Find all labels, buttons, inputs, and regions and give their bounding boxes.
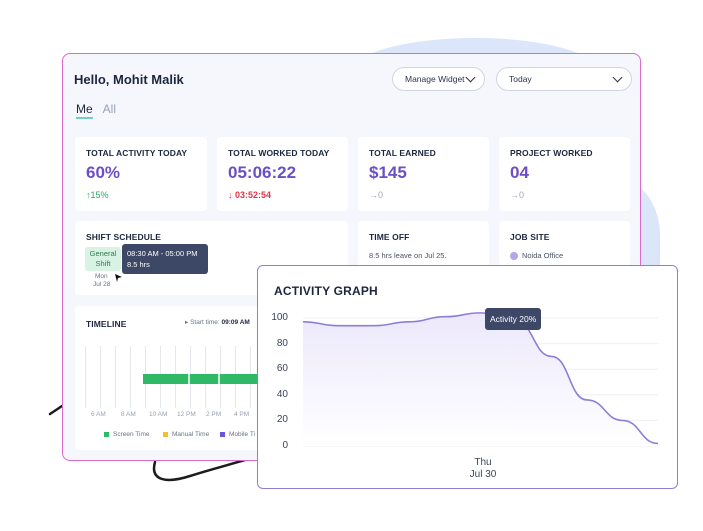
- manage-widget-label: Manage Widget: [405, 74, 465, 84]
- arrow-right-icon: →: [369, 190, 378, 200]
- shift-tooltip: 08:30 AM - 05:00 PM 8.5 hrs: [122, 244, 208, 274]
- tab-me[interactable]: Me: [76, 102, 93, 119]
- activity-line[interactable]: [302, 312, 659, 445]
- arrow-right-icon: →: [510, 190, 519, 200]
- date-range-dropdown[interactable]: Today: [496, 67, 632, 91]
- shift-tooltip-time: 08:30 AM - 05:00 PM: [127, 249, 198, 258]
- timeline-screen-time-bar[interactable]: [143, 374, 258, 384]
- timeline-tick: 12 PM: [177, 411, 196, 418]
- stat-change: ↑15%: [86, 190, 109, 200]
- stat-title: TOTAL EARNED: [369, 148, 436, 158]
- chevron-down-icon: [612, 72, 623, 83]
- stat-title: PROJECT WORKED: [510, 148, 593, 158]
- timeline-tick: 6 AM: [91, 411, 106, 418]
- activity-tooltip: Activity 20%: [485, 308, 542, 330]
- activity-graph-card[interactable]: ACTIVITY GRAPH 100 80 60 40 20 0 Activity 20%…: [257, 265, 678, 489]
- timeline-tick: 8 AM: [121, 411, 136, 418]
- timeline-tick: 10 AM: [149, 411, 168, 418]
- shift-date: Jul 28: [93, 281, 111, 288]
- shift-badge-line1: General: [89, 249, 117, 258]
- arrow-up-icon: ↑: [86, 190, 91, 200]
- y-tick-label: 20: [276, 414, 288, 426]
- timeline-gap: [188, 374, 190, 384]
- stat-value: $145: [369, 163, 407, 182]
- x-axis-date: Jul 30: [469, 469, 497, 480]
- shift-title: SHIFT SCHEDULE: [86, 232, 162, 242]
- date-range-label: Today: [509, 74, 532, 84]
- activity-area: [303, 312, 658, 446]
- shift-badge-line2: Shift: [95, 259, 111, 268]
- job-site-title: JOB SITE: [510, 232, 550, 242]
- manage-widget-dropdown[interactable]: Manage Widget: [392, 67, 485, 91]
- legend-swatch: [104, 432, 109, 437]
- stat-value: 05:06:22: [228, 163, 297, 182]
- y-tick-label: 80: [276, 337, 288, 349]
- job-site-location: Noida Office: [510, 251, 563, 261]
- y-tick-label: 60: [276, 363, 288, 375]
- timeline-tick: 4 PM: [234, 411, 250, 418]
- y-tick-label: 0: [282, 440, 288, 451]
- shift-tooltip-hours: 8.5 hrs: [127, 260, 150, 269]
- stat-title: TOTAL ACTIVITY TODAY: [86, 148, 188, 158]
- time-off-title: TIME OFF: [369, 232, 410, 242]
- timeline-gridline: [130, 346, 131, 408]
- y-tick-label: 40: [276, 388, 288, 400]
- chevron-down-icon: [465, 72, 476, 83]
- stat-card-project-worked[interactable]: PROJECT WORKED 04 →0: [499, 137, 630, 211]
- stat-change: →0: [369, 190, 384, 200]
- timeline-gap: [218, 374, 220, 384]
- timeline-start: ▸ Start time: 09:09 AM: [185, 319, 250, 326]
- shift-badge[interactable]: General Shift: [85, 247, 121, 271]
- play-icon: ▸: [185, 319, 191, 326]
- stat-card-total-worked[interactable]: TOTAL WORKED TODAY 05:06:22 ↓ 03:52:54: [217, 137, 348, 211]
- legend-swatch: [163, 432, 168, 437]
- legend-mobile-time: Mobile Ti: [220, 431, 255, 438]
- cursor-icon: [115, 274, 122, 282]
- location-pin-icon: [510, 252, 518, 261]
- scope-tabs: Me All: [76, 102, 116, 119]
- tab-all[interactable]: All: [102, 102, 117, 116]
- x-axis-day: Thu: [474, 457, 492, 468]
- timeline-gridline: [85, 346, 86, 408]
- stat-card-total-earned[interactable]: TOTAL EARNED $145 →0: [358, 137, 489, 211]
- shift-day: Mon: [95, 273, 108, 280]
- legend-screen-time: Screen Time: [104, 431, 150, 438]
- legend-swatch: [220, 432, 225, 437]
- time-off-text: 8.5 hrs leave on Jul 25.: [369, 251, 447, 260]
- legend-manual-time: Manual Time: [163, 431, 209, 438]
- activity-graph-title: ACTIVITY GRAPH: [274, 284, 378, 298]
- greeting-title: Hello, Mohit Malik: [74, 72, 184, 87]
- timeline-start-value: 09:09 AM: [221, 319, 250, 326]
- activity-chart-svg: [302, 312, 659, 447]
- stat-change: ↓ 03:52:54: [228, 190, 272, 200]
- timeline-gridline: [115, 346, 116, 408]
- stat-card-total-activity[interactable]: TOTAL ACTIVITY TODAY 60% ↑15%: [75, 137, 207, 211]
- arrow-down-icon: ↓: [228, 190, 236, 200]
- stat-title: TOTAL WORKED TODAY: [228, 148, 330, 158]
- timeline-tick: 2 PM: [206, 411, 222, 418]
- stat-change: →0: [510, 190, 525, 200]
- timeline-gridline: [100, 346, 101, 408]
- stat-value: 60%: [86, 163, 121, 182]
- timeline-title: TIMELINE: [86, 319, 127, 329]
- y-tick-label: 100: [271, 312, 288, 323]
- stat-value: 04: [510, 163, 529, 182]
